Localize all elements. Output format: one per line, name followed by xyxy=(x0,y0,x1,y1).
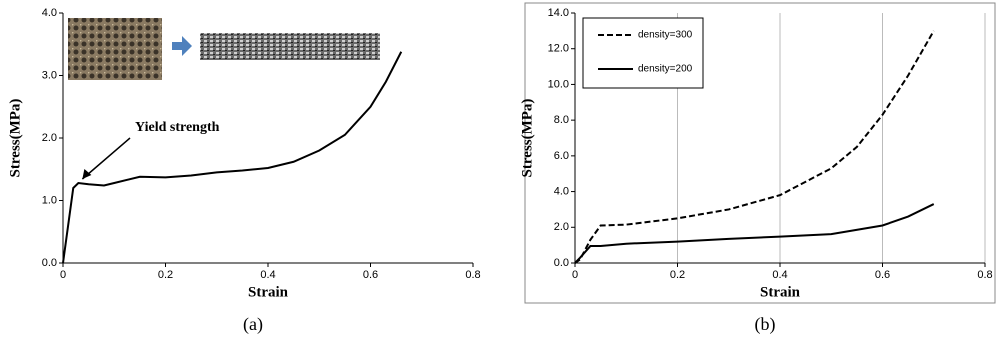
y-tick-label: 10.0 xyxy=(548,78,569,90)
y-tick-label: 1.0 xyxy=(42,194,57,206)
y-tick-label: 4.0 xyxy=(554,185,569,197)
legend-label: density=200 xyxy=(638,64,693,75)
legend-box xyxy=(582,17,704,89)
y-tick-label: 0.0 xyxy=(42,257,57,269)
y-tick-label: 14.0 xyxy=(548,7,569,19)
line xyxy=(574,203,935,264)
y-tick-label: 2.0 xyxy=(42,132,57,144)
annotation: Yield strength xyxy=(135,120,220,135)
y-axis-title: Stress(MPa) xyxy=(7,99,23,178)
arrow-head xyxy=(82,169,92,179)
crushed-photo xyxy=(200,33,380,60)
x-tick-label: 0 xyxy=(572,269,578,281)
x-tick-label: 0.6 xyxy=(875,269,890,281)
x-tick-label: 0 xyxy=(60,269,66,281)
y-tick-label: 0.0 xyxy=(554,257,569,269)
y-tick-label: 8.0 xyxy=(554,114,569,126)
line xyxy=(574,30,935,264)
y-axis-title: Stress(MPa) xyxy=(519,99,535,178)
x-tick-label: 0.4 xyxy=(260,269,275,281)
panel-label: (a) xyxy=(243,314,263,335)
y-tick-label: 3.0 xyxy=(42,69,57,81)
arrow-icon xyxy=(172,36,192,56)
y-tick-label: 6.0 xyxy=(554,150,569,162)
y-tick-label: 12.0 xyxy=(548,43,569,55)
x-axis-title: Strain xyxy=(760,284,801,300)
line xyxy=(62,51,403,264)
x-tick-label: 0.8 xyxy=(465,269,480,281)
x-tick-label: 0.4 xyxy=(772,269,787,281)
y-tick-label: 4.0 xyxy=(42,7,57,19)
annotation-arrow xyxy=(81,137,131,180)
x-tick-label: 0.8 xyxy=(977,269,992,281)
foam-photo xyxy=(68,18,162,80)
x-tick-label: 0.2 xyxy=(670,269,685,281)
legend-label: density=300 xyxy=(638,30,693,41)
y-tick-label: 2.0 xyxy=(554,221,569,233)
x-tick-label: 0.2 xyxy=(158,269,173,281)
panel-label: (b) xyxy=(755,314,776,335)
x-axis-title: Strain xyxy=(248,284,289,300)
x-tick-label: 0.6 xyxy=(363,269,378,281)
plot-frame xyxy=(524,2,996,304)
